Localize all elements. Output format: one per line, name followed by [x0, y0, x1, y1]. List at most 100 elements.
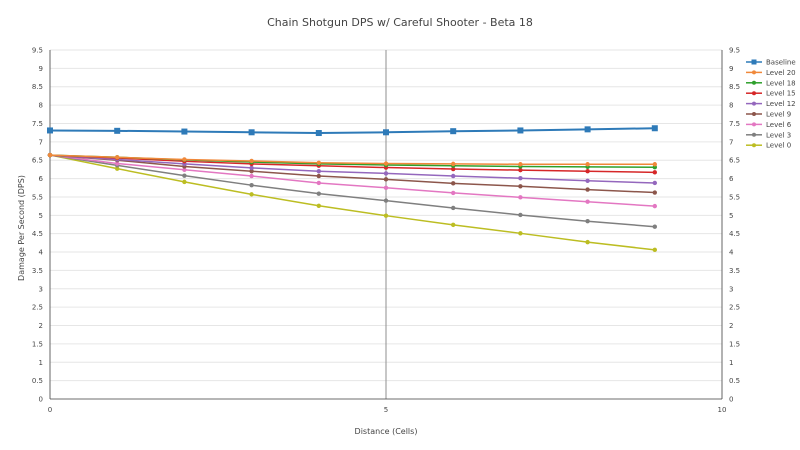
- legend-item[interactable]: Baseline: [746, 59, 796, 67]
- legend-swatch-marker: [752, 101, 756, 106]
- data-point[interactable]: [584, 126, 591, 133]
- data-point[interactable]: [47, 127, 53, 134]
- data-point[interactable]: [316, 173, 321, 179]
- data-point[interactable]: [315, 130, 322, 137]
- y-tick-label-right: 3.5: [729, 267, 740, 275]
- data-point[interactable]: [182, 179, 187, 185]
- data-point[interactable]: [383, 213, 389, 218]
- legend-item[interactable]: Level 18: [746, 79, 796, 87]
- data-point[interactable]: [652, 203, 657, 209]
- data-point[interactable]: [249, 169, 254, 174]
- data-point[interactable]: [518, 195, 523, 200]
- data-point[interactable]: [517, 127, 524, 134]
- data-point[interactable]: [585, 169, 590, 174]
- legend-swatch-marker: [752, 132, 756, 137]
- data-point[interactable]: [316, 203, 321, 208]
- data-point[interactable]: [451, 161, 456, 167]
- data-point[interactable]: [114, 127, 121, 134]
- data-point[interactable]: [451, 166, 456, 172]
- y-tick-label-right: 1.5: [729, 340, 740, 348]
- data-point[interactable]: [451, 173, 456, 179]
- legend-item[interactable]: Level 15: [746, 90, 796, 98]
- legend-label: Level 3: [766, 131, 791, 139]
- y-tick-label-left: 3.5: [32, 267, 43, 275]
- legend-label: Level 15: [766, 90, 796, 98]
- data-point[interactable]: [518, 176, 523, 181]
- data-point[interactable]: [316, 191, 321, 196]
- data-point[interactable]: [585, 239, 590, 245]
- data-point[interactable]: [585, 187, 590, 192]
- data-point[interactable]: [316, 180, 321, 186]
- data-point[interactable]: [383, 161, 389, 166]
- data-point[interactable]: [451, 205, 456, 211]
- data-point[interactable]: [451, 190, 456, 196]
- data-point[interactable]: [651, 125, 658, 132]
- legend-item[interactable]: Level 9: [746, 111, 791, 119]
- data-point[interactable]: [652, 180, 657, 186]
- data-point[interactable]: [652, 224, 657, 229]
- legend-item[interactable]: Level 20: [746, 69, 796, 77]
- data-point[interactable]: [383, 198, 389, 203]
- data-point[interactable]: [115, 161, 120, 166]
- data-point[interactable]: [249, 182, 254, 188]
- data-point[interactable]: [518, 167, 523, 173]
- legend-swatch-marker: [752, 112, 756, 116]
- y-tick-label-right: 9.5: [729, 47, 740, 55]
- data-point[interactable]: [518, 212, 523, 218]
- y-tick-label-right: 4: [729, 249, 734, 257]
- legend-item[interactable]: Level 3: [746, 131, 791, 139]
- y-tick-label-right: 4.5: [729, 230, 740, 238]
- data-point[interactable]: [585, 162, 590, 167]
- data-point[interactable]: [115, 155, 120, 160]
- y-axis-title: Damage Per Second (DPS): [17, 175, 26, 281]
- data-point[interactable]: [652, 162, 657, 167]
- data-point[interactable]: [518, 184, 523, 189]
- y-tick-label-left: 2.5: [32, 304, 43, 312]
- legend[interactable]: Baseline Level 20 Level 18 Level 15 Level 12…: [746, 59, 796, 150]
- data-point[interactable]: [316, 160, 321, 165]
- data-point[interactable]: [383, 171, 389, 176]
- y-tick-label-left: 6.5: [32, 157, 43, 165]
- data-point[interactable]: [451, 181, 456, 186]
- data-point[interactable]: [248, 129, 255, 136]
- data-point[interactable]: [249, 165, 254, 171]
- x-tick-label: 10: [718, 406, 727, 414]
- data-point[interactable]: [585, 199, 590, 204]
- data-point[interactable]: [115, 166, 120, 171]
- data-point[interactable]: [451, 222, 456, 228]
- legend-swatch-marker: [752, 70, 756, 75]
- data-point[interactable]: [585, 218, 590, 224]
- data-point[interactable]: [249, 192, 254, 197]
- series-line: [49, 154, 655, 228]
- data-point[interactable]: [652, 170, 657, 175]
- y-tick-label-left: 0.5: [32, 377, 43, 385]
- legend-item[interactable]: Level 6: [746, 121, 792, 129]
- data-point[interactable]: [181, 128, 188, 135]
- series-line: [49, 154, 655, 184]
- data-point[interactable]: [518, 162, 523, 167]
- data-point[interactable]: [518, 231, 523, 236]
- data-point[interactable]: [249, 158, 254, 164]
- legend-label: Level 6: [766, 121, 792, 129]
- data-point[interactable]: [316, 169, 321, 174]
- y-tick-label-left: 4: [39, 249, 44, 257]
- y-tick-label-left: 5.5: [32, 193, 43, 201]
- data-point[interactable]: [182, 173, 187, 178]
- data-point[interactable]: [383, 177, 389, 182]
- legend-item[interactable]: Level 12: [746, 100, 796, 108]
- y-tick-label-left: 4.5: [32, 230, 43, 238]
- legend-item[interactable]: Level 0: [746, 142, 791, 150]
- data-point[interactable]: [249, 173, 254, 179]
- data-point[interactable]: [652, 247, 657, 253]
- data-point[interactable]: [47, 152, 53, 158]
- data-point[interactable]: [383, 185, 389, 190]
- legend-swatch-marker: [752, 91, 756, 96]
- data-point[interactable]: [383, 129, 389, 136]
- data-point[interactable]: [182, 167, 187, 172]
- legend-label: Level 0: [766, 142, 791, 150]
- data-point[interactable]: [652, 190, 657, 195]
- data-point[interactable]: [182, 157, 187, 162]
- data-point[interactable]: [585, 178, 590, 183]
- data-point[interactable]: [450, 128, 457, 135]
